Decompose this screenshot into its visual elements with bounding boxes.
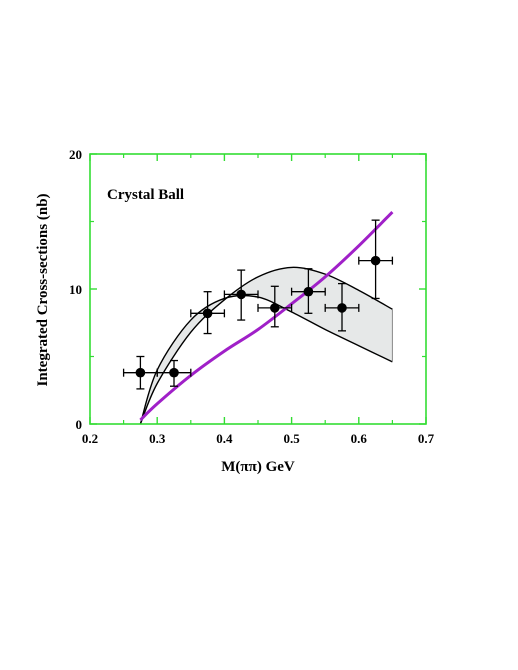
data-point	[190, 291, 226, 335]
data-point	[324, 282, 360, 332]
tick-layer: 0.2 0.3 0.4 0.5 0.6 0.7 0 10 20	[69, 147, 435, 446]
plot-frame	[89, 153, 427, 425]
y-tick-label: 20	[69, 147, 82, 162]
crystal-ball-annotation: Crystal Ball	[107, 187, 184, 203]
y-tick-label: 10	[69, 282, 82, 297]
model-band-layer	[140, 267, 393, 424]
data-points-layer	[122, 219, 394, 390]
x-tick-label: 0.3	[149, 431, 166, 446]
data-point-marker	[202, 308, 213, 319]
x-tick-label: 0.4	[216, 431, 233, 446]
data-point	[156, 359, 192, 387]
x-tick-label: 0.6	[351, 431, 368, 446]
x-tick-label: 0.2	[82, 431, 98, 446]
data-point-marker	[337, 303, 347, 313]
data-point	[257, 285, 293, 328]
data-point	[223, 269, 259, 321]
data-point	[122, 355, 158, 390]
x-axis-label: M(ππ) GeV	[221, 459, 295, 475]
curve-layer	[139, 210, 394, 425]
band-upper-curve	[139, 266, 393, 425]
data-point-marker	[270, 303, 280, 313]
data-point-marker	[303, 286, 314, 297]
data-point-marker	[169, 367, 179, 378]
y-tick-label: 0	[76, 417, 83, 432]
data-point-marker	[135, 367, 146, 378]
data-point	[358, 219, 394, 300]
x-tick-label: 0.7	[418, 431, 435, 446]
data-point-marker	[236, 289, 246, 300]
data-point-marker	[370, 255, 381, 266]
y-axis-label: Integrated Cross-sections (nb)	[35, 193, 51, 386]
model-band-fill	[140, 267, 393, 424]
purple-model-curve	[139, 210, 394, 422]
x-tick-label: 0.5	[283, 431, 300, 446]
data-point	[290, 268, 326, 314]
